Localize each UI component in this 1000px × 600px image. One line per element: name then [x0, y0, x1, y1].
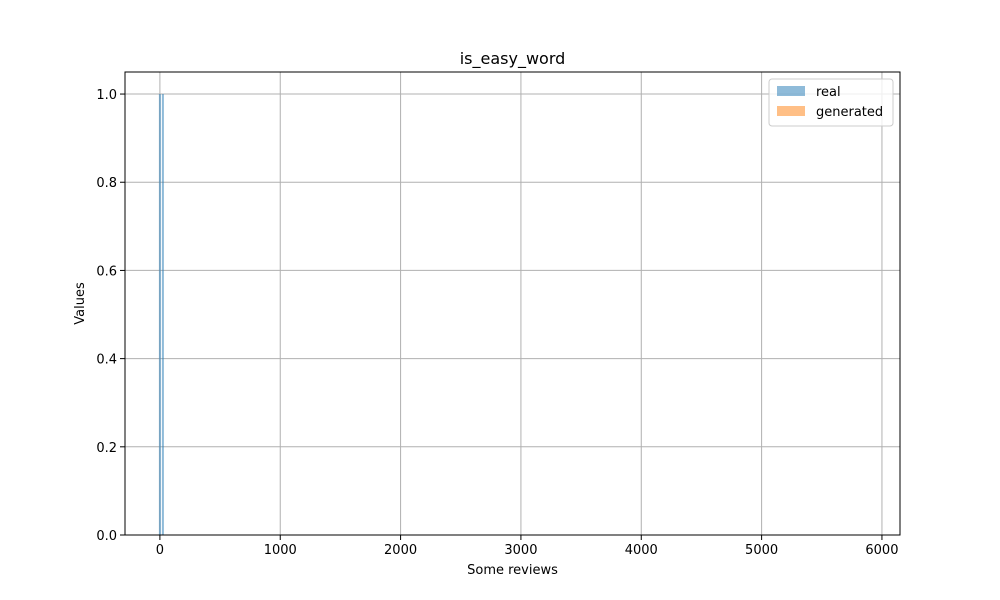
x-tick-label: 5000 [745, 543, 778, 558]
bar-real [158, 94, 161, 536]
x-axis-label: Some reviews [467, 563, 558, 578]
x-tick-label: 4000 [625, 543, 658, 558]
y-tick-label: 1.0 [96, 88, 117, 103]
y-tick-label: 0.2 [96, 441, 117, 456]
y-tick-label: 0.8 [96, 176, 117, 191]
x-tick-label: 2000 [384, 543, 417, 558]
y-tick-label: 0.4 [96, 353, 117, 368]
plot-area [125, 72, 900, 535]
legend-label-real: real [816, 85, 841, 100]
chart-title: is_easy_word [460, 49, 566, 69]
legend-swatch-generated [777, 106, 805, 116]
x-tick-label: 3000 [504, 543, 537, 558]
x-tick-label: 1000 [264, 543, 297, 558]
ticks: 0 1000 2000 3000 4000 5000 6000 0.0 0.2 0.4 0.6 0.8… [96, 88, 898, 558]
y-tick-label: 0.0 [96, 529, 117, 544]
x-tick-label: 6000 [865, 543, 898, 558]
x-tick-label: 0 [156, 543, 164, 558]
bars [158, 94, 164, 536]
bar-real [161, 94, 164, 536]
legend-swatch-real [777, 86, 805, 96]
legend: real generated [768, 78, 894, 127]
legend-label-generated: generated [816, 105, 883, 120]
y-tick-label: 0.6 [96, 264, 117, 279]
plot-frame [124, 71, 901, 536]
y-axis-label: Values [73, 282, 88, 325]
